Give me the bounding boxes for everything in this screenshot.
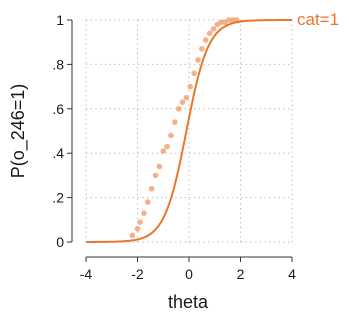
observed-points: [129, 17, 240, 239]
x-tick-label: 4: [288, 266, 296, 282]
data-point: [156, 163, 163, 170]
data-point: [210, 26, 217, 32]
data-point: [199, 46, 205, 52]
x-tick-label: 2: [237, 266, 245, 282]
x-tick-label: -4: [80, 266, 93, 282]
data-point: [206, 30, 213, 37]
data-point: [191, 70, 197, 77]
data-point: [160, 148, 167, 154]
x-axis-title: theta: [168, 292, 209, 312]
data-point: [164, 143, 170, 150]
data-point: [172, 119, 178, 125]
grid: [85, 19, 293, 243]
data-point: [202, 37, 209, 43]
fitted-curve: [85, 19, 293, 243]
y-tick-label: 0: [56, 234, 64, 250]
data-point: [226, 17, 232, 23]
axes: [67, 19, 293, 262]
y-axis-title: P(o_246=1): [8, 84, 29, 179]
data-point: [134, 225, 141, 232]
data-point: [195, 57, 201, 63]
data-point: [187, 83, 194, 90]
data-point: [137, 219, 143, 225]
data-point: [229, 17, 236, 23]
data-point: [141, 210, 147, 216]
data-point: [148, 185, 155, 192]
y-tick-label: .6: [52, 101, 64, 117]
series-line: [85, 19, 293, 243]
y-tick-label: .4: [52, 145, 64, 161]
data-point: [179, 99, 186, 105]
y-tick-label: 1: [56, 12, 64, 28]
data-point: [175, 106, 182, 112]
x-tick-label: 0: [185, 266, 193, 282]
data-point: [145, 199, 151, 205]
series-label: cat=1: [297, 10, 339, 29]
tick-labels: 0 .2 .4 .6 .8 1 -4 -2 0 2 4: [52, 12, 296, 282]
x-tick-label: -2: [131, 266, 144, 282]
data-point: [183, 94, 190, 101]
data-point: [168, 132, 174, 139]
data-point: [152, 172, 159, 179]
y-tick-label: .2: [52, 190, 64, 206]
data-point: [218, 19, 224, 26]
y-tick-label: .8: [52, 56, 64, 72]
data-point: [129, 232, 136, 239]
